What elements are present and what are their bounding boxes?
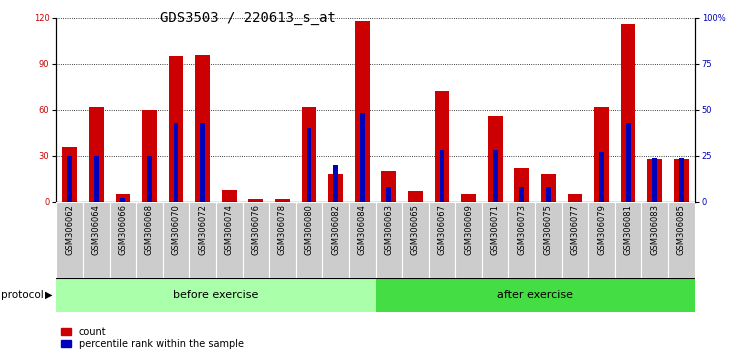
Bar [249,199,263,202]
Bar [679,158,683,202]
Bar [173,122,179,202]
Bar [302,107,316,202]
Text: GSM306079: GSM306079 [597,204,606,255]
Text: after exercise: after exercise [497,290,573,300]
Bar [201,122,205,202]
Bar [360,113,364,202]
Text: protocol: protocol [1,290,44,300]
Text: GSM306082: GSM306082 [331,204,340,255]
Text: GSM306063: GSM306063 [385,204,394,255]
FancyBboxPatch shape [56,202,83,278]
Text: GSM306084: GSM306084 [357,204,366,255]
Bar [621,24,635,202]
Bar [546,187,550,202]
Bar [435,91,449,202]
Bar [514,168,529,202]
Bar [382,171,396,202]
FancyBboxPatch shape [163,202,189,278]
Text: GSM306069: GSM306069 [464,204,473,255]
Bar [439,150,445,202]
Bar [56,278,376,312]
Bar [195,55,210,202]
Text: GSM306067: GSM306067 [438,204,447,255]
Bar [376,278,695,312]
Bar [306,128,312,202]
Bar [328,174,343,202]
Bar [94,156,98,202]
Text: before exercise: before exercise [173,290,258,300]
Text: GSM306066: GSM306066 [119,204,128,255]
Bar [275,199,290,202]
Text: GSM306078: GSM306078 [278,204,287,255]
FancyBboxPatch shape [243,202,269,278]
Bar [488,116,502,202]
Text: GSM306071: GSM306071 [490,204,499,255]
FancyBboxPatch shape [349,202,376,278]
FancyBboxPatch shape [269,202,296,278]
FancyBboxPatch shape [535,202,562,278]
FancyBboxPatch shape [455,202,482,278]
Bar [355,21,369,202]
Bar [599,152,604,202]
Bar [222,189,237,202]
Text: GSM306062: GSM306062 [65,204,74,255]
Text: GDS3503 / 220613_s_at: GDS3503 / 220613_s_at [160,11,336,25]
Bar [493,150,498,202]
Text: GSM306068: GSM306068 [145,204,154,255]
FancyBboxPatch shape [189,202,216,278]
Legend: count, percentile rank within the sample: count, percentile rank within the sample [61,327,243,349]
Bar [653,158,657,202]
Text: GSM306077: GSM306077 [571,204,580,255]
Bar [68,156,72,202]
Bar [674,159,689,202]
Text: GSM306064: GSM306064 [92,204,101,255]
Text: GSM306074: GSM306074 [225,204,234,255]
Bar [333,165,338,202]
Text: GSM306075: GSM306075 [544,204,553,255]
Bar [62,147,77,202]
Bar [647,159,662,202]
FancyBboxPatch shape [615,202,641,278]
FancyBboxPatch shape [110,202,136,278]
Bar [147,156,152,202]
Text: GSM306076: GSM306076 [252,204,261,255]
FancyBboxPatch shape [296,202,322,278]
Bar [541,174,556,202]
FancyBboxPatch shape [83,202,110,278]
Bar [461,194,476,202]
FancyBboxPatch shape [322,202,349,278]
Text: GSM306080: GSM306080 [304,204,313,255]
FancyBboxPatch shape [429,202,455,278]
Bar [594,107,609,202]
Bar [387,187,391,202]
Text: GSM306070: GSM306070 [171,204,180,255]
Text: GSM306065: GSM306065 [411,204,420,255]
FancyBboxPatch shape [508,202,535,278]
Bar [142,110,157,202]
Text: GSM306073: GSM306073 [517,204,526,255]
FancyBboxPatch shape [588,202,615,278]
FancyBboxPatch shape [136,202,163,278]
Text: ▶: ▶ [45,290,53,300]
Text: GSM306083: GSM306083 [650,204,659,255]
Bar [626,122,631,202]
Bar [520,187,524,202]
FancyBboxPatch shape [216,202,243,278]
FancyBboxPatch shape [562,202,588,278]
FancyBboxPatch shape [402,202,429,278]
Bar [89,107,104,202]
Bar [169,56,183,202]
FancyBboxPatch shape [482,202,508,278]
Bar [116,194,130,202]
FancyBboxPatch shape [668,202,695,278]
Bar [568,194,582,202]
Text: GSM306085: GSM306085 [677,204,686,255]
Bar [408,191,423,202]
FancyBboxPatch shape [641,202,668,278]
FancyBboxPatch shape [376,202,402,278]
Text: GSM306081: GSM306081 [623,204,632,255]
Bar [120,198,125,202]
Text: GSM306072: GSM306072 [198,204,207,255]
